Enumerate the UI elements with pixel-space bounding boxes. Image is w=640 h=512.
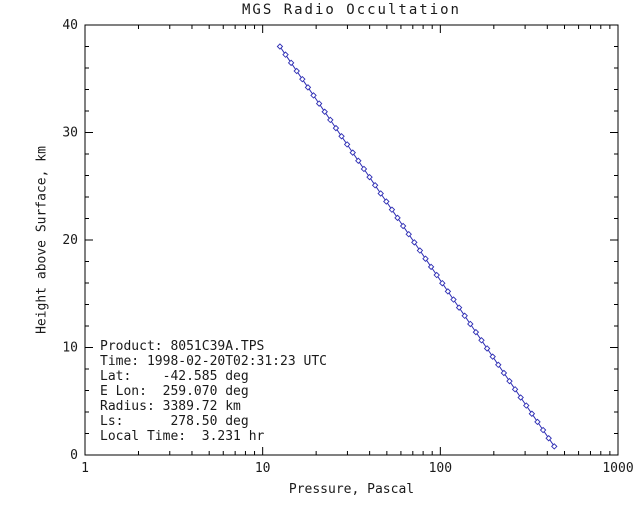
- data-point-marker: [276, 43, 284, 50]
- data-point-marker: [327, 116, 334, 124]
- data-point-marker: [388, 206, 396, 213]
- x-axis-label: Pressure, Pascal: [288, 482, 415, 497]
- data-point-marker: [366, 173, 373, 181]
- data-point-marker: [349, 149, 356, 156]
- data-point-marker: [371, 182, 379, 189]
- data-point-marker: [551, 443, 558, 450]
- data-point-marker: [394, 214, 401, 222]
- data-point-marker: [534, 418, 541, 426]
- y-tick-label: 10: [62, 341, 78, 356]
- data-point-marker: [511, 386, 519, 393]
- data-point-marker: [304, 84, 312, 91]
- data-point-marker: [444, 288, 452, 295]
- data-point-marker: [467, 320, 474, 328]
- data-point-marker: [478, 337, 485, 344]
- data-point-marker: [472, 328, 480, 336]
- annotation-lat-line: Lat: -42.585 deg: [100, 369, 249, 384]
- y-tick-label: 30: [62, 126, 78, 141]
- annotation-localtime-line: Local Time: 3.231 hr: [100, 429, 265, 444]
- data-point-marker: [433, 271, 440, 279]
- data-point-marker: [321, 108, 328, 115]
- data-point-marker: [299, 75, 306, 83]
- chart-title: MGS Radio Occultation: [241, 2, 461, 18]
- data-point-marker: [523, 402, 530, 409]
- data-point-marker: [355, 157, 362, 165]
- annotation-radius-line: Radius: 3389.72 km: [100, 399, 241, 414]
- x-tick-label: 10: [255, 461, 271, 476]
- data-point-marker: [517, 394, 524, 401]
- data-point-marker: [489, 353, 496, 360]
- data-point-marker: [422, 255, 429, 262]
- data-point-marker: [411, 239, 418, 246]
- data-point-marker: [310, 92, 317, 99]
- annotation-product-line: Product: 8051C39A.TPS: [100, 339, 265, 354]
- annotation-elon-line: E Lon: 259.070 deg: [100, 384, 249, 399]
- data-point-marker: [528, 410, 536, 417]
- x-tick-label: 1000: [602, 461, 633, 476]
- data-point-marker: [360, 165, 368, 173]
- data-point-marker: [450, 296, 457, 303]
- data-point-marker: [500, 369, 508, 377]
- y-tick-label: 0: [70, 448, 78, 463]
- data-point-marker: [539, 426, 547, 434]
- data-point-marker: [377, 190, 384, 197]
- data-point-marker: [315, 100, 323, 107]
- data-point-marker: [506, 377, 513, 385]
- data-point-marker: [405, 230, 412, 238]
- annotation-time-line: Time: 1998-02-20T02:31:23 UTC: [100, 354, 327, 369]
- data-point-marker: [545, 434, 552, 442]
- data-point-marker: [439, 279, 446, 287]
- data-point-marker: [332, 124, 340, 132]
- data-point-marker: [338, 133, 345, 140]
- y-axis-label: Height above Surface, km: [34, 146, 50, 334]
- data-point-marker: [427, 263, 435, 271]
- annotation-ls-line: Ls: 278.50 deg: [100, 414, 249, 429]
- data-point-marker: [455, 304, 463, 311]
- data-point-marker: [287, 59, 295, 67]
- data-point-marker: [483, 345, 491, 352]
- data-point-marker: [383, 198, 390, 205]
- x-tick-label: 100: [429, 461, 452, 476]
- data-point-marker: [399, 222, 407, 230]
- x-tick-label: 1: [81, 461, 89, 476]
- data-point-marker: [495, 361, 502, 369]
- data-point-marker: [461, 312, 468, 320]
- data-point-marker: [282, 51, 289, 58]
- y-tick-label: 40: [62, 18, 78, 33]
- metadata-annotation: Product: 8051C39A.TPS Time: 1998-02-20T0…: [100, 339, 327, 444]
- data-point-marker: [343, 141, 351, 148]
- data-point-marker: [293, 67, 300, 75]
- y-tick-label: 20: [62, 233, 78, 248]
- data-point-marker: [416, 247, 424, 254]
